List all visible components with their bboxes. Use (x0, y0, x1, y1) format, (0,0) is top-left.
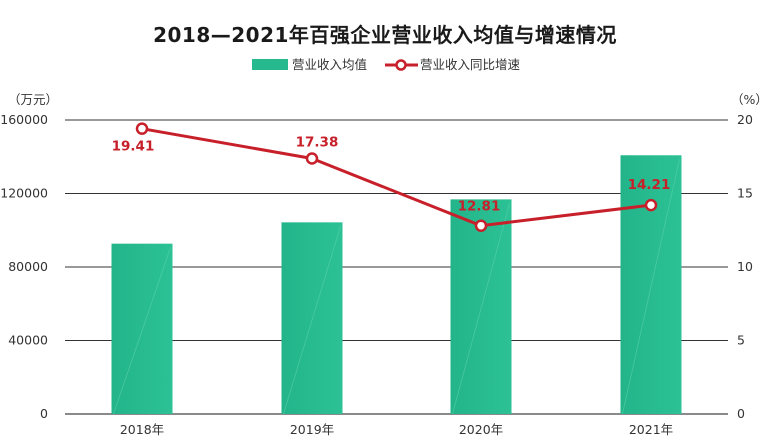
line-point (305, 152, 319, 165)
growth-line (141, 127, 652, 228)
y-left-tick-label: 0 (40, 406, 48, 421)
bar-sheen (452, 203, 510, 415)
bar (620, 155, 682, 414)
line-point (135, 122, 149, 135)
y-left-tick-label: 80000 (8, 259, 48, 274)
line-data-label: 17.38 (296, 135, 339, 151)
y-right-tick-label: 20 (737, 112, 753, 127)
chart-title: 2018—2021年百强企业营业收入均值与增速情况 (153, 23, 617, 47)
legend-label-line: 营业收入同比增速 (420, 57, 521, 72)
y-left-unit: （万元） (8, 92, 58, 107)
axes: 0 40000 80000 120000 160000 0 5 10 15 20 （万元） （%） 20… (0, 92, 768, 437)
y-right-tick-label: 10 (737, 259, 753, 274)
x-tick-label: 2019年 (290, 422, 334, 437)
line-point (644, 198, 658, 212)
y-right-tick-label: 0 (737, 406, 745, 421)
y-left-tick-label: 160000 (0, 112, 48, 127)
bar (450, 199, 512, 414)
line-data-label: 19.41 (112, 139, 155, 155)
x-tick-label: 2021年 (629, 422, 673, 437)
line-series: 19.41 17.38 12.81 14.21 (112, 122, 671, 232)
bar-sheen (113, 247, 171, 415)
line-point (474, 219, 488, 232)
y-left-tick-label: 40000 (8, 333, 48, 348)
legend-marker-line (395, 59, 407, 71)
legend: 营业收入均值 营业收入同比增速 (252, 57, 521, 72)
y-right-tick-label: 5 (737, 333, 745, 348)
legend-label-bar: 营业收入均值 (292, 57, 367, 72)
bar-series (111, 155, 682, 415)
x-tick-label: 2018年 (120, 422, 164, 437)
grid-lines (65, 119, 728, 415)
bar-sheen (622, 159, 680, 415)
y-right-unit: （%） (731, 92, 768, 107)
bar-sheen (283, 226, 341, 415)
y-left-tick-label: 120000 (0, 186, 48, 201)
y-right-tick-label: 15 (737, 186, 753, 201)
x-tick-label: 2020年 (459, 422, 503, 437)
line-data-label: 12.81 (458, 199, 501, 215)
legend-swatch-bar (252, 59, 288, 70)
line-data-label: 14.21 (628, 177, 671, 193)
